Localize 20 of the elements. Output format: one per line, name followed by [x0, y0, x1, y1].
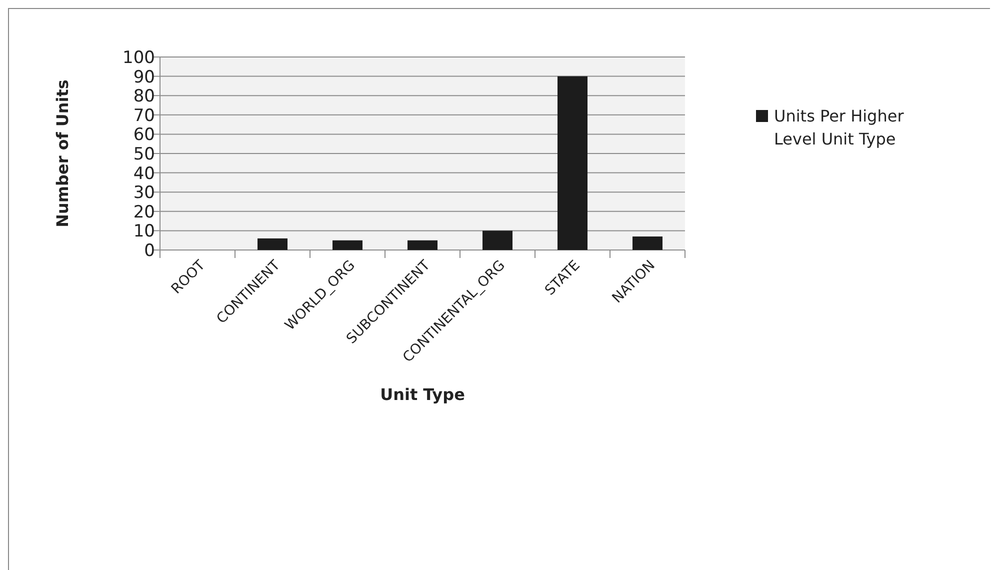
legend-label: Units Per Higher Level Unit Type: [774, 106, 904, 149]
y-tick-label: 10: [133, 222, 155, 242]
bar: [558, 76, 588, 250]
y-tick-label: 90: [133, 67, 155, 88]
bar: [258, 238, 288, 250]
bar: [332, 240, 362, 250]
y-tick-label: 20: [133, 202, 155, 222]
x-axis-title: Unit Type: [380, 385, 466, 404]
y-tick-label: 60: [133, 125, 155, 146]
bar: [408, 240, 438, 250]
y-tick-label: 50: [133, 144, 155, 164]
bar: [482, 230, 512, 250]
y-tick-label: 100: [122, 48, 155, 68]
y-tick-label: 80: [133, 86, 155, 107]
y-tick-label: 70: [133, 106, 155, 126]
y-tick-label: 30: [133, 183, 155, 204]
y-tick-label: 0: [144, 240, 155, 261]
y-tick-label: 40: [133, 164, 155, 184]
y-axis-title: Number of Units: [53, 80, 72, 228]
bar: [632, 236, 662, 250]
